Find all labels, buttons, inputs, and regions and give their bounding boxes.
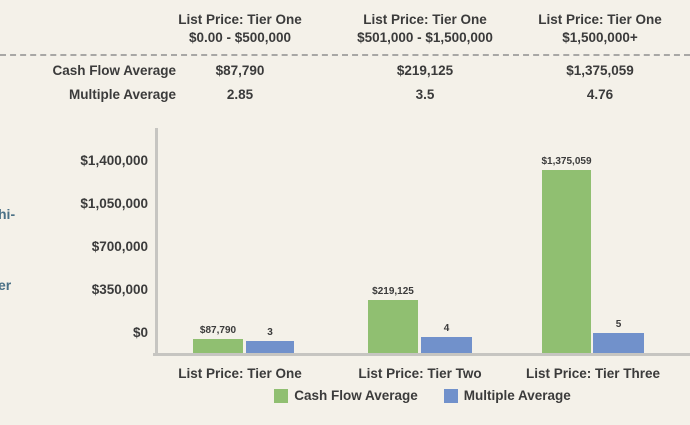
- column-title: List Price: Tier One: [363, 12, 487, 27]
- bar-cash-flow-average: [193, 339, 243, 353]
- legend-series-label: Cash Flow Average: [294, 388, 418, 403]
- multiple-value-tier2: 3.5: [415, 87, 435, 102]
- x-axis-category-label: List Price: Tier One: [178, 366, 302, 381]
- bar-value-label: 3: [267, 327, 273, 338]
- clipped-text-fragment-1: hi-: [0, 206, 16, 222]
- x-axis-category-label: List Price: Tier Two: [358, 366, 482, 381]
- cash-flow-value-tier3: $1,375,059: [566, 63, 634, 78]
- legend-item: Cash Flow Average: [274, 388, 418, 404]
- y-axis-tick-label: $1,050,000: [80, 196, 148, 211]
- column-range: $1,500,000+: [562, 30, 638, 45]
- column-title: List Price: Tier One: [178, 12, 302, 27]
- bar-value-label: 4: [443, 323, 450, 334]
- column-range: $501,000 - $1,500,000: [357, 30, 493, 45]
- cash-flow-value-tier1: $87,790: [215, 63, 265, 78]
- bar-multiple-average: [593, 333, 644, 353]
- bar-value-label: $87,790: [199, 325, 237, 336]
- legend-swatch-icon: [274, 389, 289, 403]
- bar-value-label: $1,375,059: [541, 156, 592, 167]
- y-axis-tick-label: $0: [132, 325, 148, 340]
- bar-multiple-average: [246, 341, 294, 353]
- column-title: List Price: Tier One: [538, 12, 662, 27]
- bar-multiple-average: [421, 337, 472, 353]
- clipped-text-fragment-2: er: [0, 277, 12, 293]
- y-axis-tick-label: $700,000: [91, 239, 148, 254]
- y-axis-tick-label: $1,400,000: [80, 153, 148, 168]
- y-axis-line: [155, 128, 158, 356]
- table-column-header-tier1: List Price: Tier One $0.00 - $500,000: [160, 11, 320, 47]
- table-column-header-tier2: List Price: Tier One $501,000 - $1,500,0…: [330, 11, 520, 47]
- table-column-header-tier3: List Price: Tier One $1,500,000+: [520, 11, 680, 47]
- bar-cash-flow-average: [542, 170, 591, 353]
- legend: Cash Flow Average Multiple Average: [155, 387, 690, 405]
- x-axis-line: [153, 353, 690, 356]
- column-range: $0.00 - $500,000: [188, 30, 292, 45]
- multiple-row-label: Multiple Average: [68, 87, 176, 102]
- cash-flow-value-tier2: $219,125: [396, 63, 454, 78]
- y-axis-tick-label: $350,000: [91, 282, 148, 297]
- legend-series-label: Multiple Average: [463, 388, 571, 403]
- multiple-value-tier1: 2.85: [226, 87, 254, 102]
- cash-flow-row-label: Cash Flow Average: [52, 63, 176, 78]
- multiple-value-tier3: 4.76: [586, 87, 614, 102]
- bar-cash-flow-average: [368, 300, 418, 353]
- legend-item: Multiple Average: [443, 388, 571, 404]
- dashed-divider: [0, 54, 690, 56]
- x-axis-category-label: List Price: Tier Three: [525, 366, 661, 381]
- bar-value-label: 5: [615, 319, 622, 330]
- legend-swatch-icon: [443, 389, 458, 403]
- bar-value-label: $219,125: [372, 286, 414, 297]
